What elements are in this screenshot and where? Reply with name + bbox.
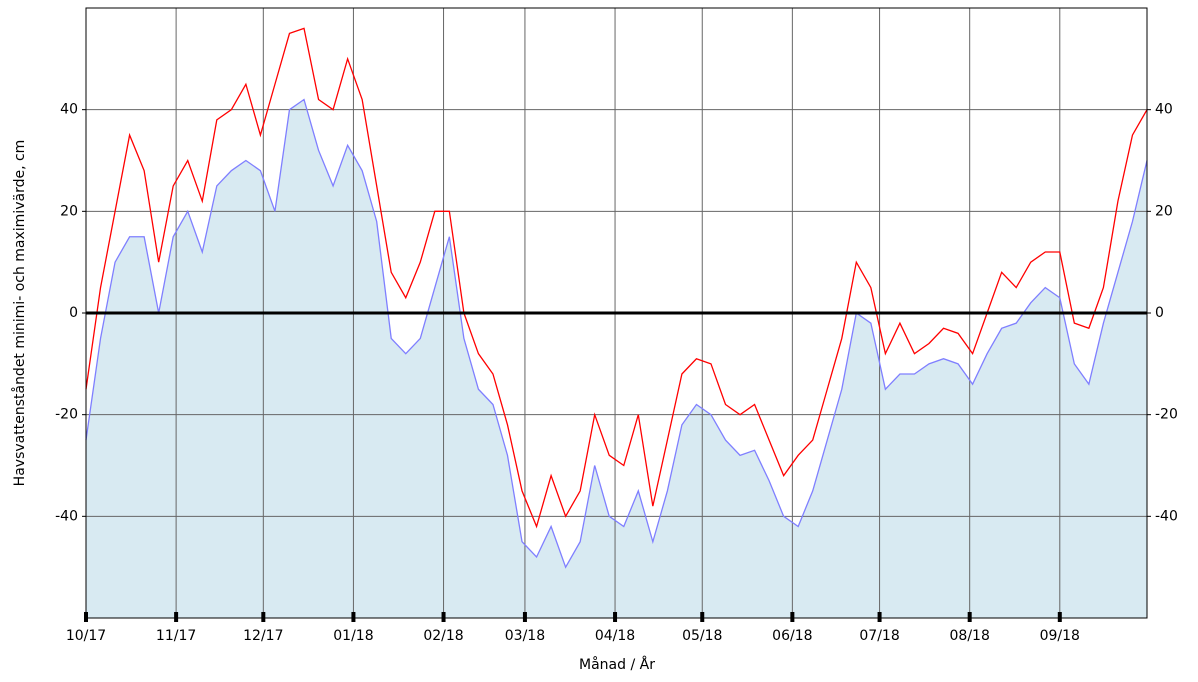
- y-tick-label: 0: [69, 305, 78, 321]
- tick-mark: [613, 612, 618, 622]
- y-tick-label: -20: [55, 407, 78, 423]
- y2-tick-label: 0: [1155, 305, 1164, 321]
- tick-mark: [877, 612, 882, 622]
- y2-tick-label: -20: [1155, 407, 1178, 423]
- y-axis-title: Havsvattenståndet minimi- och maximivärd…: [11, 140, 28, 487]
- plot-border: [85, 7, 1148, 619]
- x-tick-label: 06/18: [772, 628, 812, 644]
- tick-mark: [174, 612, 179, 622]
- y2-tick-label: 40: [1155, 102, 1173, 118]
- y-tick-label: -40: [55, 508, 78, 524]
- tick-mark: [261, 612, 266, 622]
- x-tick-label: 03/18: [505, 628, 545, 644]
- tick-mark: [790, 612, 795, 622]
- x-tick-label: 12/17: [243, 628, 283, 644]
- tick-mark: [351, 612, 356, 622]
- x-tick-label: 09/18: [1040, 628, 1080, 644]
- x-tick-label: 01/18: [333, 628, 373, 644]
- y-tick-label: 20: [60, 203, 78, 219]
- x-tick-label: 02/18: [423, 628, 463, 644]
- line: [85, 98, 1148, 569]
- tick-mark: [441, 612, 446, 622]
- x-tick-label: 10/17: [66, 628, 106, 644]
- tick-mark: [522, 612, 527, 622]
- x-axis-title: Månad / År: [579, 656, 655, 673]
- x-tick-label: 07/18: [859, 628, 899, 644]
- x-tick-label: 04/18: [595, 628, 635, 644]
- tick-mark: [1057, 612, 1062, 622]
- y2-tick-label: 20: [1155, 203, 1173, 219]
- x-tick-label: 08/18: [950, 628, 990, 644]
- x-tick-label: 11/17: [156, 628, 196, 644]
- tick-mark: [700, 612, 705, 622]
- line: [85, 27, 1148, 529]
- y-tick-label: 40: [60, 102, 78, 118]
- y2-tick-label: -40: [1155, 508, 1178, 524]
- x-tick-label: 05/18: [682, 628, 722, 644]
- tick-mark: [967, 612, 972, 622]
- area: [86, 99, 1147, 618]
